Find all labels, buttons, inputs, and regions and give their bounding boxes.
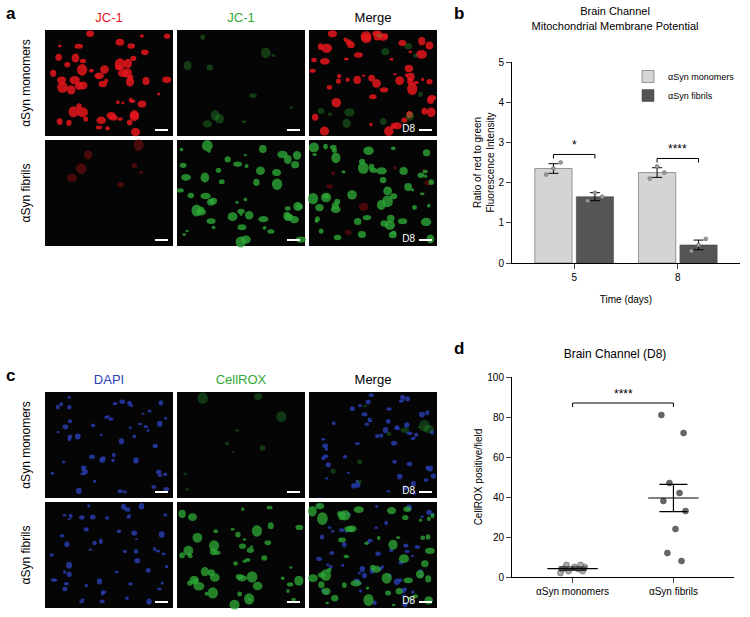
svg-text:****: ****: [614, 387, 633, 401]
html-text:a: a: [6, 4, 16, 23]
svg-text:CellROX: CellROX: [216, 372, 267, 387]
svg-text:JC-1: JC-1: [227, 10, 254, 25]
svg-text:5: 5: [498, 57, 504, 68]
svg-text:2: 2: [498, 177, 504, 188]
svg-text:100: 100: [487, 372, 504, 383]
svg-text:****: ****: [668, 142, 687, 156]
svg-text:1: 1: [498, 217, 504, 228]
svg-text:60: 60: [493, 452, 505, 463]
svg-text:αSyn fibrils: αSyn fibrils: [19, 164, 33, 223]
svg-text:*: *: [572, 138, 577, 152]
svg-text:D8: D8: [402, 123, 415, 134]
svg-text:Brain Channel (D8): Brain Channel (D8): [564, 347, 667, 361]
svg-text:8: 8: [675, 272, 681, 283]
html-text:d: d: [454, 339, 465, 358]
svg-text:αSyn monomers: αSyn monomers: [19, 39, 33, 127]
svg-text:D8: D8: [402, 595, 415, 606]
svg-text:D8: D8: [402, 485, 415, 496]
svg-text:80: 80: [493, 412, 505, 423]
svg-text:αSyn fibrils: αSyn fibrils: [649, 586, 698, 597]
svg-text:3: 3: [498, 137, 504, 148]
svg-text:5: 5: [571, 272, 577, 283]
svg-text:DAPI: DAPI: [94, 372, 124, 387]
svg-text:αSyn monomers: αSyn monomers: [19, 401, 33, 489]
svg-text:CellROX positive/field: CellROX positive/field: [473, 429, 484, 526]
svg-text:40: 40: [493, 492, 505, 503]
svg-text:αSyn monomers: αSyn monomers: [668, 72, 734, 82]
svg-text:0: 0: [498, 258, 504, 269]
svg-text:0: 0: [498, 572, 504, 583]
svg-text:JC-1: JC-1: [95, 10, 122, 25]
svg-text:Ratio of red to greenFluoresce: Ratio of red to greenFluorescence Intens…: [472, 112, 496, 212]
svg-text:αSyn fibrils: αSyn fibrils: [668, 91, 713, 101]
html-text:c: c: [6, 366, 16, 385]
html-text:b: b: [454, 4, 465, 23]
svg-text:αSyn fibrils: αSyn fibrils: [19, 526, 33, 585]
svg-text:Time (days): Time (days): [600, 294, 652, 305]
svg-text:αSyn monomers: αSyn monomers: [536, 586, 609, 597]
svg-text:Merge: Merge: [355, 372, 392, 387]
svg-text:4: 4: [498, 97, 504, 108]
svg-text:Brain ChannelMitochondrial Mem: Brain ChannelMitochondrial Membrane Pote…: [532, 5, 699, 31]
svg-text:Merge: Merge: [355, 10, 392, 25]
svg-text:20: 20: [493, 532, 505, 543]
svg-text:D8: D8: [402, 233, 415, 244]
